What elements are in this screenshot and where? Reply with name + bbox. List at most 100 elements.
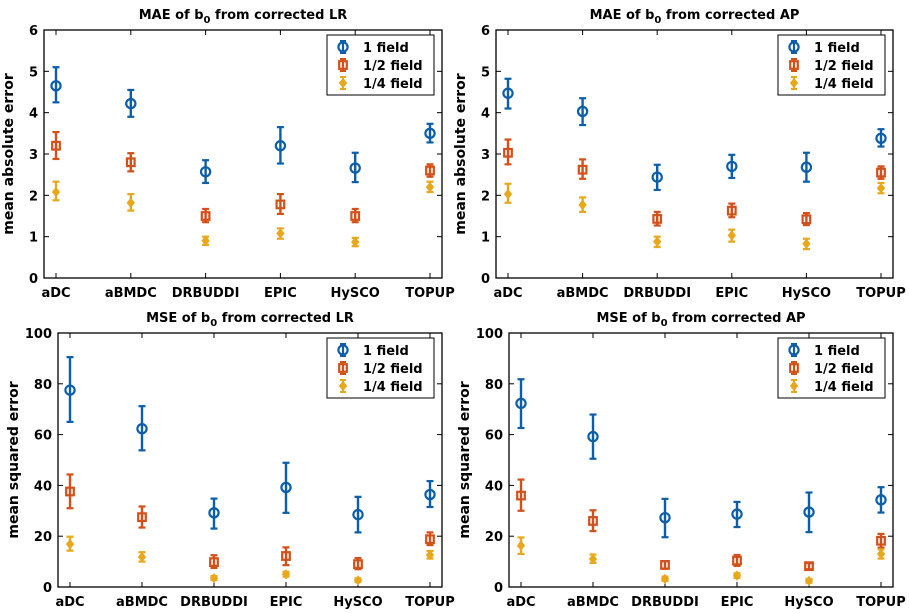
data-point [200, 211, 211, 221]
y-tick-label: 20 [485, 530, 503, 545]
y-tick-label: 2 [481, 189, 490, 204]
legend: 1 field 1/2 field 1/4 field [326, 34, 435, 96]
x-tick-label: EPIC [264, 286, 297, 301]
data-point [281, 551, 291, 561]
x-tick-label: DRBUDDI [172, 286, 240, 301]
x-tick-label: aBMDC [105, 286, 157, 301]
data-point [515, 397, 527, 410]
legend-label: 1 field [363, 41, 409, 56]
data-point [588, 516, 598, 526]
data-point [588, 553, 598, 565]
data-point [352, 508, 364, 521]
y-tick-label: 40 [485, 479, 503, 494]
series-1-2-field [503, 138, 886, 227]
data-point [516, 490, 526, 501]
data-point [652, 213, 663, 224]
x-tick-label: HySCO [331, 286, 380, 301]
y-tick-label: 1 [481, 231, 490, 246]
data-point [209, 557, 219, 568]
data-point [137, 512, 147, 523]
y-tick-label: 60 [34, 429, 52, 444]
chart-panel-3: 0 20 40 60 80 100 aDC aBMDC DRBUDDI EPIC HySCO TOPU… [6, 311, 455, 610]
legend-label: 1/4 field [814, 77, 874, 92]
data-point [281, 569, 291, 580]
data-point [732, 555, 742, 566]
series-1-field [50, 66, 436, 185]
y-tick-label: 3 [481, 148, 490, 163]
y-tick-label: 80 [485, 378, 503, 393]
legend-marker [337, 41, 349, 53]
data-point [800, 161, 813, 173]
y-tick-label: 100 [25, 327, 52, 342]
data-point [353, 559, 363, 570]
data-point [209, 572, 219, 584]
legend-marker [788, 41, 800, 53]
data-point [875, 494, 887, 506]
data-point [660, 560, 670, 570]
data-point [660, 573, 670, 585]
chart-title: MSE of b0 from corrected LR [146, 311, 354, 329]
y-tick-label: 3 [29, 148, 38, 163]
data-point [726, 205, 737, 216]
y-axis-label: mean absolute error [453, 73, 469, 235]
legend-marker [789, 380, 799, 392]
data-point [425, 534, 435, 545]
legend-label: 1 field [814, 344, 860, 359]
data-point [802, 238, 811, 249]
legend-label: 1 field [363, 344, 409, 359]
y-tick-label: 20 [34, 530, 52, 545]
series-1-4-field [51, 180, 435, 248]
data-point [199, 166, 212, 178]
data-point [578, 199, 587, 210]
legend-label: 1/4 field [363, 380, 423, 395]
legend-label: 1/2 field [814, 59, 874, 74]
series-1-2-field [65, 473, 435, 571]
data-point [125, 97, 137, 110]
series-1-field [64, 356, 436, 534]
legend-label: 1/2 field [363, 362, 423, 377]
chart-panel-1: 0 1 2 3 4 5 6 aDC aBMDC DRBUDDI EPIC HySCO TOPUP MAE … [1, 8, 455, 301]
data-point [876, 183, 886, 194]
y-tick-label: 2 [29, 189, 38, 204]
data-point [64, 384, 76, 396]
data-point [732, 570, 742, 581]
data-point [731, 508, 743, 520]
legend-label: 1/4 field [814, 380, 874, 395]
legend: 1 field 1/2 field 1/4 field [777, 337, 886, 399]
y-axis-label: mean squared error [457, 381, 473, 538]
data-point [577, 164, 588, 175]
data-point [425, 181, 435, 193]
data-point [876, 548, 886, 560]
y-tick-label: 80 [34, 378, 52, 393]
x-tick-label: TOPUP [856, 286, 906, 301]
y-tick-label: 100 [476, 327, 503, 342]
legend-marker [338, 363, 348, 373]
data-point [424, 127, 436, 140]
data-point [659, 511, 671, 524]
legend-marker [788, 344, 800, 356]
data-point [208, 507, 220, 519]
y-tick-label: 40 [34, 479, 52, 494]
x-tick-label: TOPUP [856, 595, 906, 610]
y-tick-label: 4 [481, 107, 490, 122]
data-point [726, 160, 738, 173]
data-point [350, 211, 361, 221]
series-1-4-field [516, 536, 886, 587]
x-tick-label: EPIC [715, 286, 748, 301]
legend-marker [789, 77, 799, 89]
x-tick-label: aDC [41, 286, 70, 301]
series-1-field [502, 77, 887, 192]
data-point [801, 214, 812, 225]
data-point [276, 228, 285, 239]
x-tick-label: aBMDC [557, 286, 609, 301]
data-point [125, 157, 136, 168]
data-point [804, 575, 814, 587]
chart-panel-2: 0 1 2 3 4 5 6 aDC aBMDC DRBUDDI EPIC HySCO TOPUP MAE … [453, 8, 906, 301]
legend-marker [337, 344, 349, 356]
data-point [424, 488, 436, 501]
x-tick-label: DRBUDDI [180, 595, 248, 610]
data-point [349, 162, 361, 174]
data-point [280, 481, 292, 494]
data-point [425, 549, 435, 561]
